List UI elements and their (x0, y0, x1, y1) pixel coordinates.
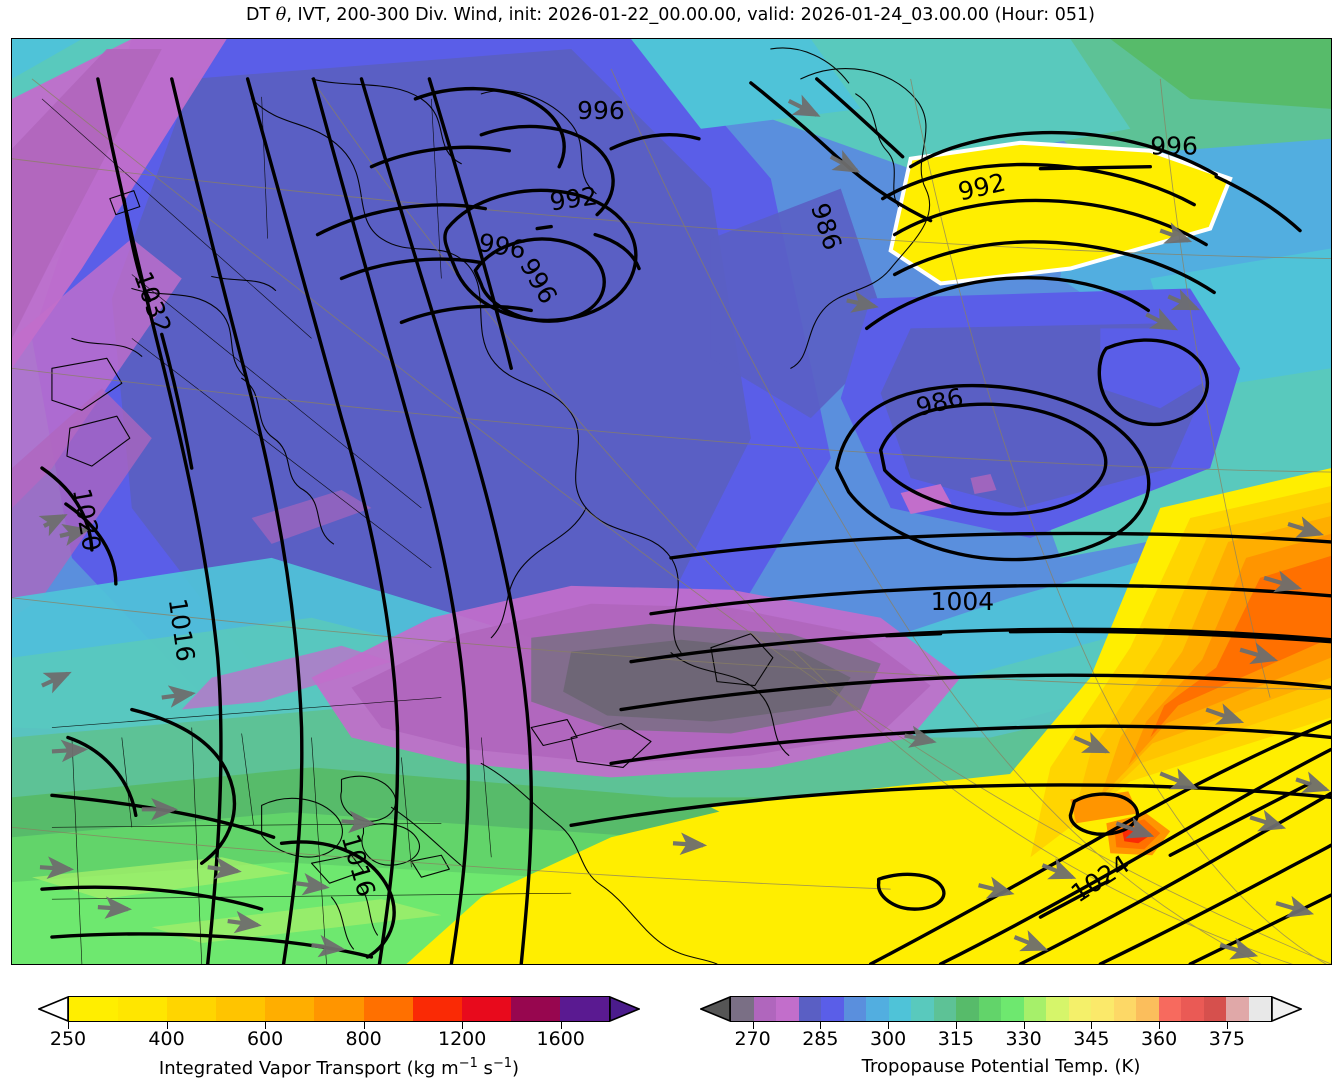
theta-extend-over-arrow (1272, 996, 1302, 1022)
title-prefix: DT (246, 5, 276, 25)
tick-mark (1091, 1022, 1093, 1029)
color-segment (412, 997, 462, 1021)
ivt-color-segments (68, 996, 610, 1022)
color-segment (1001, 997, 1024, 1021)
color-segment (167, 997, 217, 1021)
color-segment (1091, 997, 1114, 1021)
tick-mark (1159, 1022, 1161, 1029)
color-segment (1113, 997, 1136, 1021)
ivt-exponent-1: −1 (458, 1056, 478, 1071)
color-segment (1023, 997, 1046, 1021)
ivt-extend-under-arrow (38, 996, 68, 1022)
tick-label: 330 (1005, 1028, 1042, 1050)
theta-color-segments (730, 996, 1272, 1022)
color-segment (363, 997, 413, 1021)
color-segment (1226, 997, 1249, 1021)
color-segment (1158, 997, 1181, 1021)
theta-tick-labels: 270 285 300 315 330 345 360 375 (730, 1028, 1272, 1052)
tick-mark (560, 1022, 562, 1029)
tick-mark (363, 1022, 365, 1029)
tick-label: 375 (1208, 1028, 1245, 1050)
color-segment (69, 997, 119, 1021)
svg-text:1004: 1004 (931, 587, 994, 616)
tick-mark (820, 1022, 822, 1029)
tick-mark (752, 1022, 754, 1029)
tick-label: 400 (148, 1028, 185, 1050)
color-segment (510, 997, 560, 1021)
color-segment (821, 997, 844, 1021)
tick-label: 360 (1140, 1028, 1178, 1050)
tick-label: 315 (937, 1028, 974, 1050)
ivt-colorbar-title: Integrated Vapor Transport (kg m−1 s−1) (158, 1056, 520, 1079)
tick-label: 300 (869, 1028, 907, 1050)
weather-map-canvas: 1032 1020 1016 996 992 996 996 986 996 9… (12, 39, 1331, 964)
tick-label: 250 (49, 1028, 87, 1050)
tick-mark (462, 1022, 464, 1029)
svg-text:996: 996 (577, 96, 625, 125)
tick-mark (1023, 1022, 1025, 1029)
color-segment (461, 997, 511, 1021)
tick-label: 1200 (437, 1028, 487, 1050)
color-segment (118, 997, 168, 1021)
color-segment (956, 997, 979, 1021)
page-title: DT θ, IVT, 200-300 Div. Wind, init: 2026… (0, 5, 1341, 25)
theta-tick-marks (730, 1022, 1272, 1030)
tick-mark (68, 1022, 69, 1029)
map-plot-area[interactable]: 1032 1020 1016 996 992 996 996 986 996 9… (11, 38, 1332, 965)
tick-label: 345 (1073, 1028, 1110, 1050)
color-segment (1068, 997, 1091, 1021)
color-segment (1046, 997, 1069, 1021)
tick-mark (888, 1022, 890, 1029)
title-rest: , IVT, 200-300 Div. Wind, init: 2026-01-… (286, 5, 1095, 25)
color-segment (798, 997, 821, 1021)
color-segment (731, 997, 754, 1021)
theta-colorbar-title: Tropopause Potential Temp. (K) (861, 1056, 1141, 1077)
color-segment (1203, 997, 1226, 1021)
ivt-tick-marks (68, 1022, 610, 1030)
color-segment (776, 997, 799, 1021)
tick-mark (265, 1022, 267, 1029)
tick-mark (166, 1022, 168, 1029)
svg-text:996: 996 (1150, 132, 1198, 161)
color-segment (911, 997, 934, 1021)
ivt-extend-over-arrow (610, 996, 640, 1022)
theta-extend-under-arrow (700, 996, 730, 1022)
color-segment (1248, 997, 1271, 1021)
color-segment (753, 997, 776, 1021)
color-segment (265, 997, 315, 1021)
tick-label: 1600 (536, 1028, 585, 1050)
color-segment (866, 997, 889, 1021)
color-segment (978, 997, 1001, 1021)
color-segment (1136, 997, 1159, 1021)
color-segment (888, 997, 911, 1021)
tick-label: 800 (345, 1028, 382, 1050)
color-segment (1181, 997, 1204, 1021)
color-segment (216, 997, 266, 1021)
color-segment (314, 997, 364, 1021)
color-segment (843, 997, 866, 1021)
tick-label: 600 (246, 1028, 284, 1050)
tick-mark (1226, 1022, 1228, 1029)
color-segment (933, 997, 956, 1021)
tick-label: 285 (802, 1028, 839, 1050)
tick-mark (955, 1022, 957, 1029)
ivt-tick-labels: 250 400 600 800 1200 1600 (50, 1028, 610, 1052)
tick-label: 270 (734, 1028, 771, 1050)
color-segment (559, 997, 610, 1021)
ivt-exponent-2: −1 (492, 1056, 513, 1071)
title-theta-symbol: θ (275, 5, 287, 25)
svg-text:992: 992 (548, 181, 599, 216)
